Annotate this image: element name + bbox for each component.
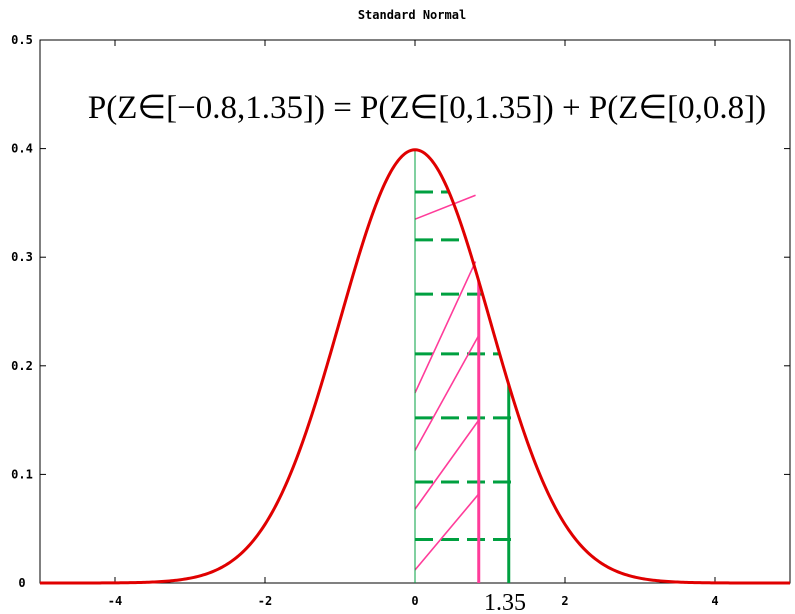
probability-formula: P(Z∈[−0.8,1.35]) = P(Z∈[0,1.35]) + P(Z∈[…	[88, 90, 766, 126]
y-tick-label: 0	[18, 576, 25, 590]
pink-hatch-line	[414, 261, 477, 394]
pink-hatch-line	[414, 194, 476, 220]
pink-hatch-line	[414, 493, 480, 571]
x-tick-label: 0	[411, 594, 418, 608]
y-tick-label: 0.3	[11, 250, 33, 264]
pink-hatch-line	[414, 335, 480, 451]
x-tick-label: -4	[108, 594, 122, 608]
pink-hatch-line	[414, 419, 480, 510]
normal-pdf-curve	[40, 148, 790, 585]
y-tick-label: 0.5	[11, 33, 33, 47]
y-tick-label: 0.1	[11, 467, 33, 481]
y-tick-label: 0.4	[11, 142, 33, 156]
x-tick-label: -2	[258, 594, 272, 608]
marker-label: 1.35	[484, 590, 526, 614]
y-tick-label: 0.2	[11, 359, 33, 373]
chart-title: Standard Normal	[358, 8, 466, 22]
plot-area: -4 -2 0 2 4 0 0.1 0.2 0.3 0.4 0.5	[11, 33, 791, 608]
x-tick-label: 4	[711, 594, 718, 608]
x-tick-label: 2	[561, 594, 568, 608]
